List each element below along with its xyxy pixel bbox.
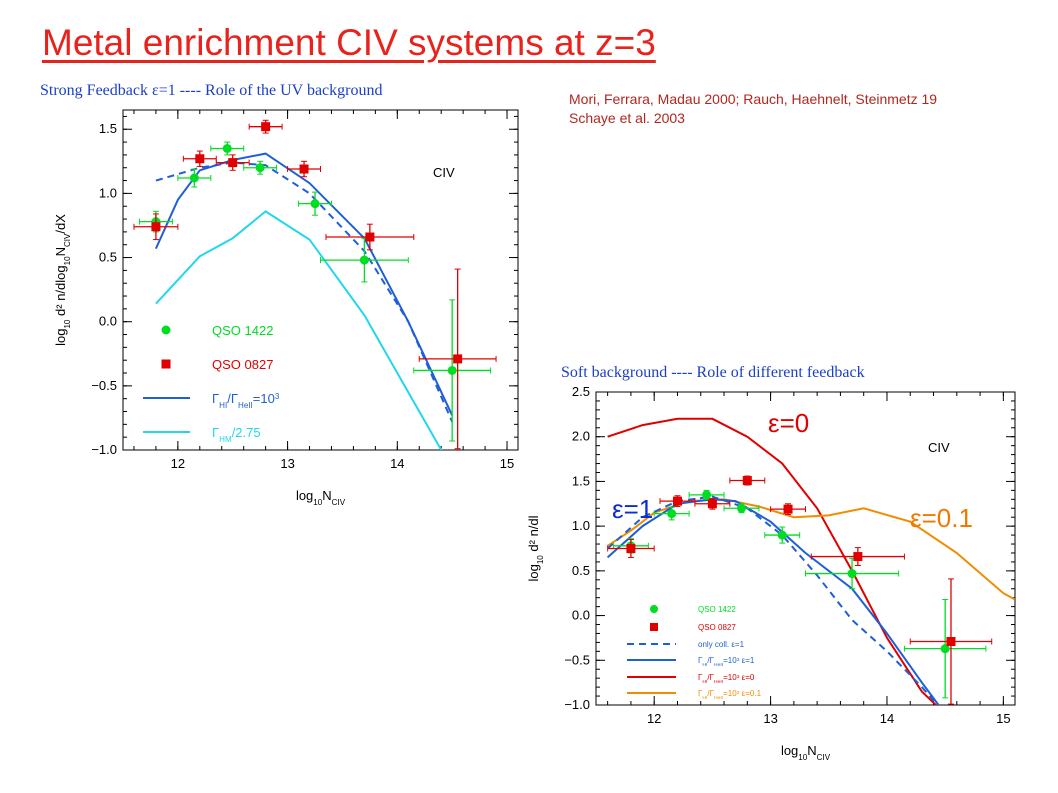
data-point-circle	[255, 163, 265, 173]
legend-label: QSO 1422	[212, 323, 273, 338]
y-tick-label: 1.0	[572, 518, 590, 533]
y-tick-label: 0.0	[572, 608, 590, 623]
y-axis-label: log10 d² n/dlog10NCIV/dX	[53, 214, 72, 346]
x-tick-label: 12	[647, 711, 661, 726]
civ-label: CIV	[928, 440, 950, 455]
data-point-circle	[777, 530, 787, 540]
data-point-square	[946, 637, 956, 647]
data-point-circle	[189, 173, 199, 183]
epsilon-label: ε=1	[612, 494, 653, 524]
legend-marker-square	[650, 623, 658, 631]
data-point-square	[261, 122, 271, 132]
x-tick-label: 15	[500, 456, 514, 471]
series-line	[607, 417, 938, 705]
plot-area: 12 13 14 15 −1.0 −0.5 0.0 0.5 1.0 1.5 2.0 2.5 log10N…	[526, 384, 1016, 762]
epsilon-label: ε=0	[768, 408, 809, 438]
y-tick-label: −1.0	[91, 442, 117, 457]
legend-label: QSO 1422	[698, 605, 736, 614]
data-point-square	[453, 354, 463, 364]
civ-label: CIV	[433, 165, 455, 180]
data-point-square	[626, 544, 636, 553]
series-line	[606, 495, 939, 705]
data-point-circle	[667, 509, 677, 519]
y-tick-label: 0.5	[99, 250, 117, 265]
references: Mori, Ferrara, Madau 2000; Rauch, Haehne…	[569, 90, 937, 128]
data-point-circle	[447, 365, 457, 375]
data-point-circle	[222, 143, 232, 153]
x-axis-label: log10NCIV	[781, 743, 831, 762]
legend-label: QSO 0827	[212, 357, 273, 372]
series-line	[154, 152, 454, 416]
legend-label: ΓHI/ΓHeII=103 ε=1	[698, 656, 755, 668]
data-point-square	[783, 504, 793, 514]
legend-label: QSO 0827	[698, 623, 736, 632]
slide-title: Metal enrichment CIV systems at z=3	[42, 22, 656, 63]
x-tick-label: 14	[390, 456, 404, 471]
reference-line: Mori, Ferrara, Madau 2000; Rauch, Haehne…	[569, 91, 938, 107]
y-tick-label: 0.0	[99, 314, 117, 329]
legend-marker-circle	[161, 325, 171, 335]
series-group	[606, 417, 1015, 705]
data-point-circle	[736, 503, 746, 513]
data-point-square	[228, 158, 238, 168]
legend-label: ΓHI/ΓHeII=103 ε=0	[698, 673, 755, 685]
x-axis-label: log10NCIV	[296, 488, 346, 507]
y-tick-label: 0.5	[572, 563, 590, 578]
legend-label: ΓHI/ΓHeII=103 ε=0.1	[698, 689, 762, 701]
y-tick-label: −0.5	[91, 378, 117, 393]
x-tick-label: 14	[880, 711, 894, 726]
data-point-circle	[847, 569, 857, 579]
y-tick-label: 2.0	[572, 429, 590, 444]
data-point-circle	[359, 255, 369, 265]
y-tick-label: 2.5	[572, 384, 590, 399]
right-subtitle: Soft background ---- Role of different f…	[561, 364, 865, 381]
legend-marker-circle	[650, 605, 658, 613]
data-point-square	[742, 476, 752, 486]
x-tick-label: 15	[996, 711, 1010, 726]
legend-label: only coll. ε=1	[698, 640, 745, 649]
y-tick-label: 1.0	[99, 185, 117, 200]
legend-marker-square	[161, 359, 171, 369]
data-point-square	[365, 232, 375, 242]
plot-frame	[595, 391, 1016, 706]
series-line	[155, 210, 443, 450]
data-point-circle	[702, 490, 712, 500]
y-axis-label: log10 d² n/dl	[526, 515, 545, 581]
data-point-square	[151, 222, 161, 232]
data-point-circle	[310, 199, 320, 209]
data-point-square	[672, 496, 682, 506]
reference-line: Schaye et al. 2003	[569, 110, 685, 126]
y-tick-label: 1.5	[99, 121, 117, 136]
x-tick-label: 13	[763, 711, 777, 726]
series-line	[606, 498, 940, 705]
legend-label: ΓHM/2.75	[212, 425, 261, 444]
x-tick-label: 13	[280, 456, 294, 471]
data-point-square	[707, 499, 717, 509]
data-point-square	[299, 164, 309, 174]
legend-label: ΓHI/ΓHeII=103	[212, 391, 280, 410]
y-tick-label: −0.5	[564, 652, 590, 667]
plot-area: 12 13 14 15 −1.0 −0.5 0.0 0.5 1.0 1.5 log10NCIV log…	[53, 109, 519, 507]
series-group	[133, 119, 497, 450]
data-point-square	[853, 552, 863, 562]
x-tick-label: 12	[171, 456, 185, 471]
epsilon-label: ε=0.1	[910, 503, 973, 533]
left-subtitle: Strong Feedback ε=1 ---- Role of the UV …	[40, 82, 383, 99]
plot-frame	[122, 109, 519, 451]
data-point-circle	[940, 644, 950, 654]
data-point-square	[195, 154, 205, 164]
y-tick-label: −1.0	[564, 697, 590, 712]
y-tick-label: 1.5	[572, 473, 590, 488]
